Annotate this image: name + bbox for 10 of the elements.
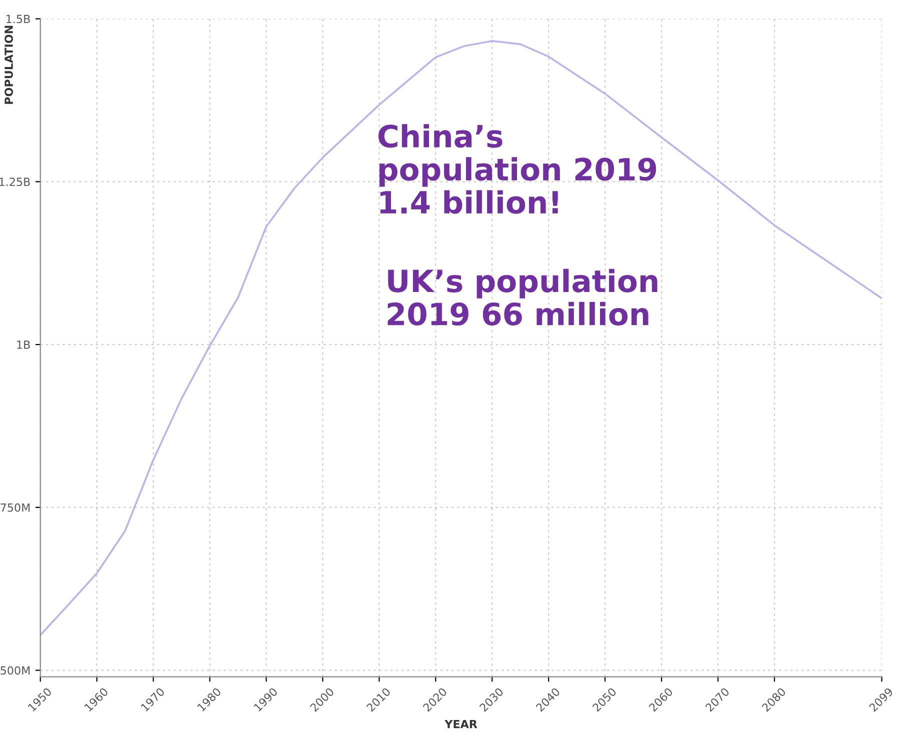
y-axis-title: POPULATION bbox=[4, 26, 13, 104]
annotation: UK’s population 2019 66 million bbox=[388, 268, 658, 326]
y-tick-label: 1.5B bbox=[6, 14, 30, 24]
line-series bbox=[40, 40, 882, 636]
y-tick-label: 1.25B bbox=[0, 178, 30, 186]
annotation: China’s population 2019 1.4 billion! bbox=[378, 124, 656, 214]
y-tick-label: 1B bbox=[17, 340, 30, 349]
y-tick-label: 750M bbox=[0, 503, 30, 512]
x-axis-title: YEAR bbox=[444, 720, 478, 728]
y-tick-label: 500M bbox=[0, 666, 30, 675]
